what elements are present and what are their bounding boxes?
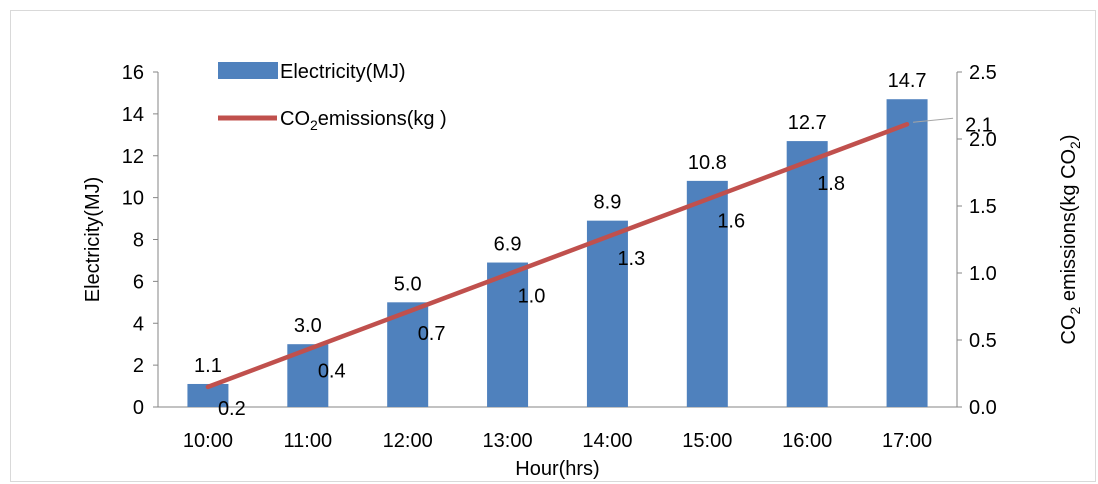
bar-electricity	[586, 220, 628, 407]
line-data-label-leader	[913, 117, 954, 123]
line-data-label: 0.7	[418, 323, 446, 345]
y-tick-label: 4	[133, 313, 144, 335]
y-tick-label: 6	[133, 271, 144, 293]
bar-data-label: 6.9	[494, 234, 522, 256]
bar-electricity	[387, 302, 429, 407]
bar-data-label: 10.8	[688, 152, 727, 174]
line-data-label: 1.3	[617, 248, 645, 270]
x-tick-label: 16:00	[782, 430, 832, 452]
y2-tick-label: 2.5	[969, 62, 997, 84]
bar-series	[187, 99, 928, 407]
y2-axis-title-part: 2	[1067, 307, 1083, 315]
y2-tick-label: 1.0	[969, 263, 997, 285]
bar-electricity	[786, 141, 828, 407]
chart-frame: 0 2 4 6 8 10 12 14 16 0.0 0.5 1.0 1.5 2.0 2.5 10:00 11:0…	[10, 10, 1096, 482]
y2-tick-label: 1.5	[969, 196, 997, 218]
line-series	[205, 122, 910, 390]
y-axis-title: Electricity(MJ)	[82, 177, 104, 303]
legend-swatch-electricity	[218, 62, 278, 79]
bar-electricity	[686, 180, 728, 407]
y2-axis-title-part: 2	[1067, 141, 1083, 149]
co2-emissions-line	[205, 122, 910, 390]
y-tick-label: 10	[122, 188, 144, 210]
legend-label-co2-part: 2	[310, 117, 318, 133]
y-tick-label: 2	[133, 355, 144, 377]
y2-tick-label: 2.0	[969, 129, 997, 151]
bar-data-label: 1.1	[194, 355, 222, 377]
y2-axis-title: CO2 emissions(kg CO2)	[1058, 134, 1083, 344]
line-data-label: 1.8	[817, 173, 845, 195]
bar-data-label: 12.7	[788, 112, 827, 134]
bar-data-label: 14.7	[888, 70, 927, 92]
x-tick-label: 15:00	[682, 430, 732, 452]
y2-axis-title-part: )	[1058, 134, 1080, 141]
data-labels: 1.1 3.0 5.0 6.9 8.9 10.8 12.7 14.7 0.2 0.4 0.7 1.0 1…	[194, 70, 993, 420]
y2-axis-title-part: CO	[1058, 315, 1080, 345]
legend-label-co2: CO2emissions(kg )	[280, 108, 447, 133]
x-tick-label: 17:00	[882, 430, 932, 452]
x-axis-title: Hour(hrs)	[515, 458, 599, 480]
bar-electricity	[487, 262, 529, 407]
y-tick-label: 8	[133, 230, 144, 252]
y-tick-label: 14	[122, 104, 144, 126]
bar-electricity	[886, 99, 928, 407]
line-data-label: 1.0	[518, 285, 546, 307]
legend-label-electricity: Electricity(MJ)	[280, 61, 406, 83]
y-tick-label: 12	[122, 146, 144, 168]
x-tick-label: 11:00	[284, 430, 333, 452]
x-tick-label: 13:00	[483, 430, 533, 452]
x-tick-label: 12:00	[383, 430, 433, 452]
y2-tick-label: 0.5	[969, 330, 997, 352]
y2-tick-label: 0.0	[969, 397, 997, 419]
chart-svg: 0 2 4 6 8 10 12 14 16 0.0 0.5 1.0 1.5 2.0 2.5 10:00 11:0…	[82, 61, 1083, 480]
line-data-label: 0.2	[218, 398, 246, 420]
bar-data-label: 5.0	[394, 273, 422, 295]
y2-axis-title-part: emissions(kg CO	[1058, 149, 1080, 307]
x-tick-label: 14:00	[582, 430, 632, 452]
y-tick-label: 16	[122, 62, 144, 84]
legend-label-co2-part: emissions(kg )	[318, 108, 447, 130]
bar-data-label: 8.9	[594, 192, 622, 214]
line-data-label: 2.1	[965, 114, 993, 136]
axes: 0 2 4 6 8 10 12 14 16 0.0 0.5 1.0 1.5 2.0 2.5 10:00 11:0…	[82, 62, 1083, 480]
legend: Electricity(MJ) CO2emissions(kg )	[218, 61, 447, 133]
line-data-label: 0.4	[318, 360, 346, 382]
bar-electricity	[187, 383, 229, 407]
x-tick-label: 10:00	[183, 430, 233, 452]
legend-label-co2-part: CO	[280, 108, 310, 130]
bar-data-label: 3.0	[294, 315, 322, 337]
y-tick-label: 0	[133, 397, 144, 419]
line-data-label: 1.6	[717, 210, 745, 232]
